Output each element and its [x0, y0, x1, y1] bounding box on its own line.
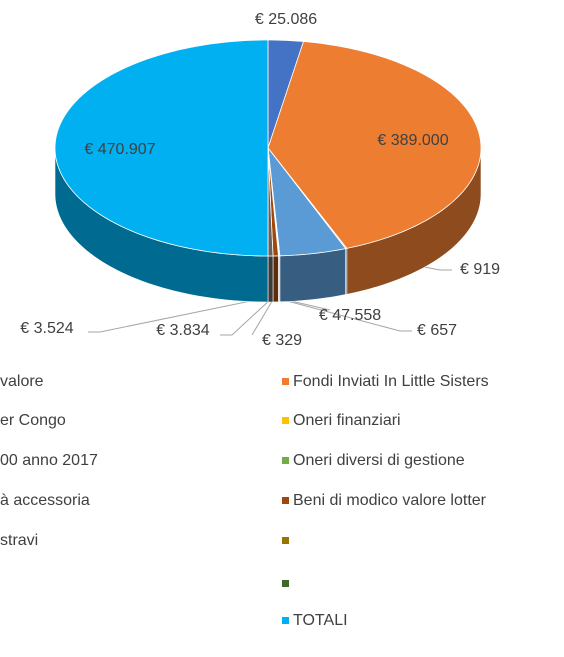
data-label: € 657 [417, 322, 457, 339]
legend-label: Oneri diversi di gestione [293, 452, 465, 469]
data-label: € 329 [262, 332, 302, 349]
pie-slice [267, 146, 347, 257]
pie-side [272, 255, 279, 303]
legend-marker [282, 378, 289, 385]
legend-label: Fondi Inviati In Little Sisters [293, 373, 489, 390]
pie-tops [54, 39, 482, 257]
data-label: € 919 [460, 261, 500, 278]
data-label: € 470.907 [84, 141, 155, 158]
legend-label: Beni di modico valore lotter [293, 492, 487, 509]
leader-line [275, 297, 412, 332]
data-label: € 3.524 [20, 320, 73, 337]
pie-side [267, 255, 274, 303]
legend-label: 00 anno 2017 [0, 452, 98, 469]
legend-marker [282, 537, 289, 544]
leader-line [88, 296, 271, 333]
pie-sides [54, 147, 482, 303]
legend-marker [282, 457, 289, 464]
pie-side [279, 248, 346, 303]
legend-label: er Congo [0, 412, 66, 429]
legend-label: Oneri finanziari [293, 412, 401, 429]
pie-slice [54, 39, 269, 257]
pie-slice [267, 41, 482, 249]
data-label: € 25.086 [255, 11, 317, 28]
legend-marker [282, 417, 289, 424]
leader-line [220, 297, 273, 336]
legend-label: à accessoria [0, 492, 90, 509]
legend-label: valore [0, 373, 44, 390]
legend-label: stravi [0, 532, 38, 549]
legend-marker [282, 580, 289, 587]
legend-marker [282, 617, 289, 624]
legend-label: TOTALI [293, 612, 348, 629]
leader-line [251, 297, 275, 336]
legend-marker [282, 497, 289, 504]
data-label: € 389.000 [377, 132, 448, 149]
data-label: € 47.558 [319, 307, 381, 324]
data-label: € 3.834 [156, 322, 209, 339]
